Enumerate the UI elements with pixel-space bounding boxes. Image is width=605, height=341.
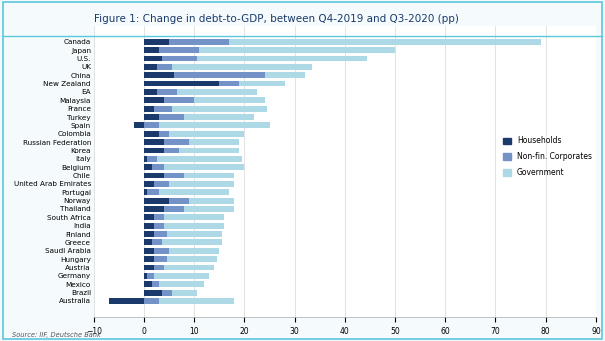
Bar [144, 206, 164, 212]
Bar [144, 39, 169, 45]
Bar [164, 139, 189, 145]
Bar [144, 131, 159, 137]
Bar [144, 281, 151, 287]
Bar [177, 89, 257, 95]
Bar [169, 181, 234, 187]
Bar [144, 56, 162, 61]
Bar [162, 56, 197, 61]
Bar [144, 181, 154, 187]
Bar [144, 47, 159, 53]
Bar [159, 114, 184, 120]
Bar [189, 139, 240, 145]
Bar [151, 281, 159, 287]
Bar [219, 80, 240, 87]
Bar [144, 156, 146, 162]
Bar [164, 148, 179, 153]
Bar [159, 122, 270, 128]
Bar [179, 148, 240, 153]
Bar [154, 256, 166, 262]
Bar [144, 148, 164, 153]
Bar [144, 290, 162, 296]
Bar [144, 248, 154, 254]
Bar [146, 189, 159, 195]
Bar [144, 72, 174, 78]
Bar [159, 298, 234, 304]
Bar [144, 114, 159, 120]
Bar [264, 72, 305, 78]
Bar [144, 80, 219, 87]
Bar [164, 223, 224, 228]
Bar [151, 164, 164, 170]
Bar [151, 239, 162, 245]
Bar [154, 273, 209, 279]
Bar [184, 114, 255, 120]
Bar [144, 106, 154, 112]
Bar [169, 248, 219, 254]
Bar [169, 131, 244, 137]
Bar [134, 122, 144, 128]
Bar [159, 281, 204, 287]
Bar [144, 231, 154, 237]
Bar [144, 122, 159, 128]
Bar [154, 181, 169, 187]
Text: Figure 1: Change in debt-to-GDP, between Q4-2019 and Q3-2020 (pp): Figure 1: Change in debt-to-GDP, between… [94, 14, 459, 24]
Bar [144, 239, 151, 245]
Bar [172, 64, 312, 70]
Bar [144, 214, 154, 220]
Bar [144, 173, 164, 178]
Bar [144, 298, 159, 304]
Bar [157, 64, 172, 70]
Bar [164, 206, 184, 212]
Bar [166, 231, 222, 237]
Bar [157, 89, 177, 95]
Bar [197, 56, 367, 61]
Bar [240, 80, 284, 87]
Bar [174, 72, 264, 78]
Bar [159, 189, 229, 195]
Bar [144, 89, 157, 95]
Bar [159, 131, 169, 137]
Bar [189, 198, 234, 204]
Bar [169, 198, 189, 204]
Bar [164, 173, 184, 178]
Bar [154, 248, 169, 254]
Bar [159, 47, 199, 53]
Bar [154, 231, 166, 237]
Bar [144, 98, 164, 103]
Bar [144, 223, 154, 228]
Bar [184, 173, 234, 178]
Bar [172, 290, 197, 296]
Bar [172, 106, 267, 112]
Bar [144, 273, 146, 279]
Bar [144, 189, 146, 195]
Bar [162, 239, 222, 245]
Bar [144, 139, 164, 145]
Bar [164, 98, 194, 103]
Bar [144, 164, 151, 170]
Bar [144, 265, 154, 270]
Bar [184, 206, 234, 212]
Bar [144, 198, 169, 204]
Bar [146, 273, 154, 279]
Bar [144, 256, 154, 262]
Bar [109, 298, 144, 304]
Bar [164, 214, 224, 220]
Bar [194, 98, 264, 103]
Bar [199, 47, 395, 53]
Bar [154, 214, 164, 220]
Bar [154, 265, 164, 270]
Bar [164, 265, 214, 270]
Bar [164, 164, 244, 170]
Bar [229, 39, 541, 45]
Bar [157, 156, 242, 162]
Bar [154, 106, 172, 112]
Legend: Households, Non-fin. Corporates, Government: Households, Non-fin. Corporates, Governm… [503, 136, 592, 177]
Bar [154, 223, 164, 228]
Bar [144, 64, 157, 70]
Bar [166, 256, 217, 262]
Bar [169, 39, 229, 45]
Bar [146, 156, 157, 162]
Bar [162, 290, 172, 296]
Text: Source: IIF, Deutsche Bank: Source: IIF, Deutsche Bank [12, 332, 101, 338]
